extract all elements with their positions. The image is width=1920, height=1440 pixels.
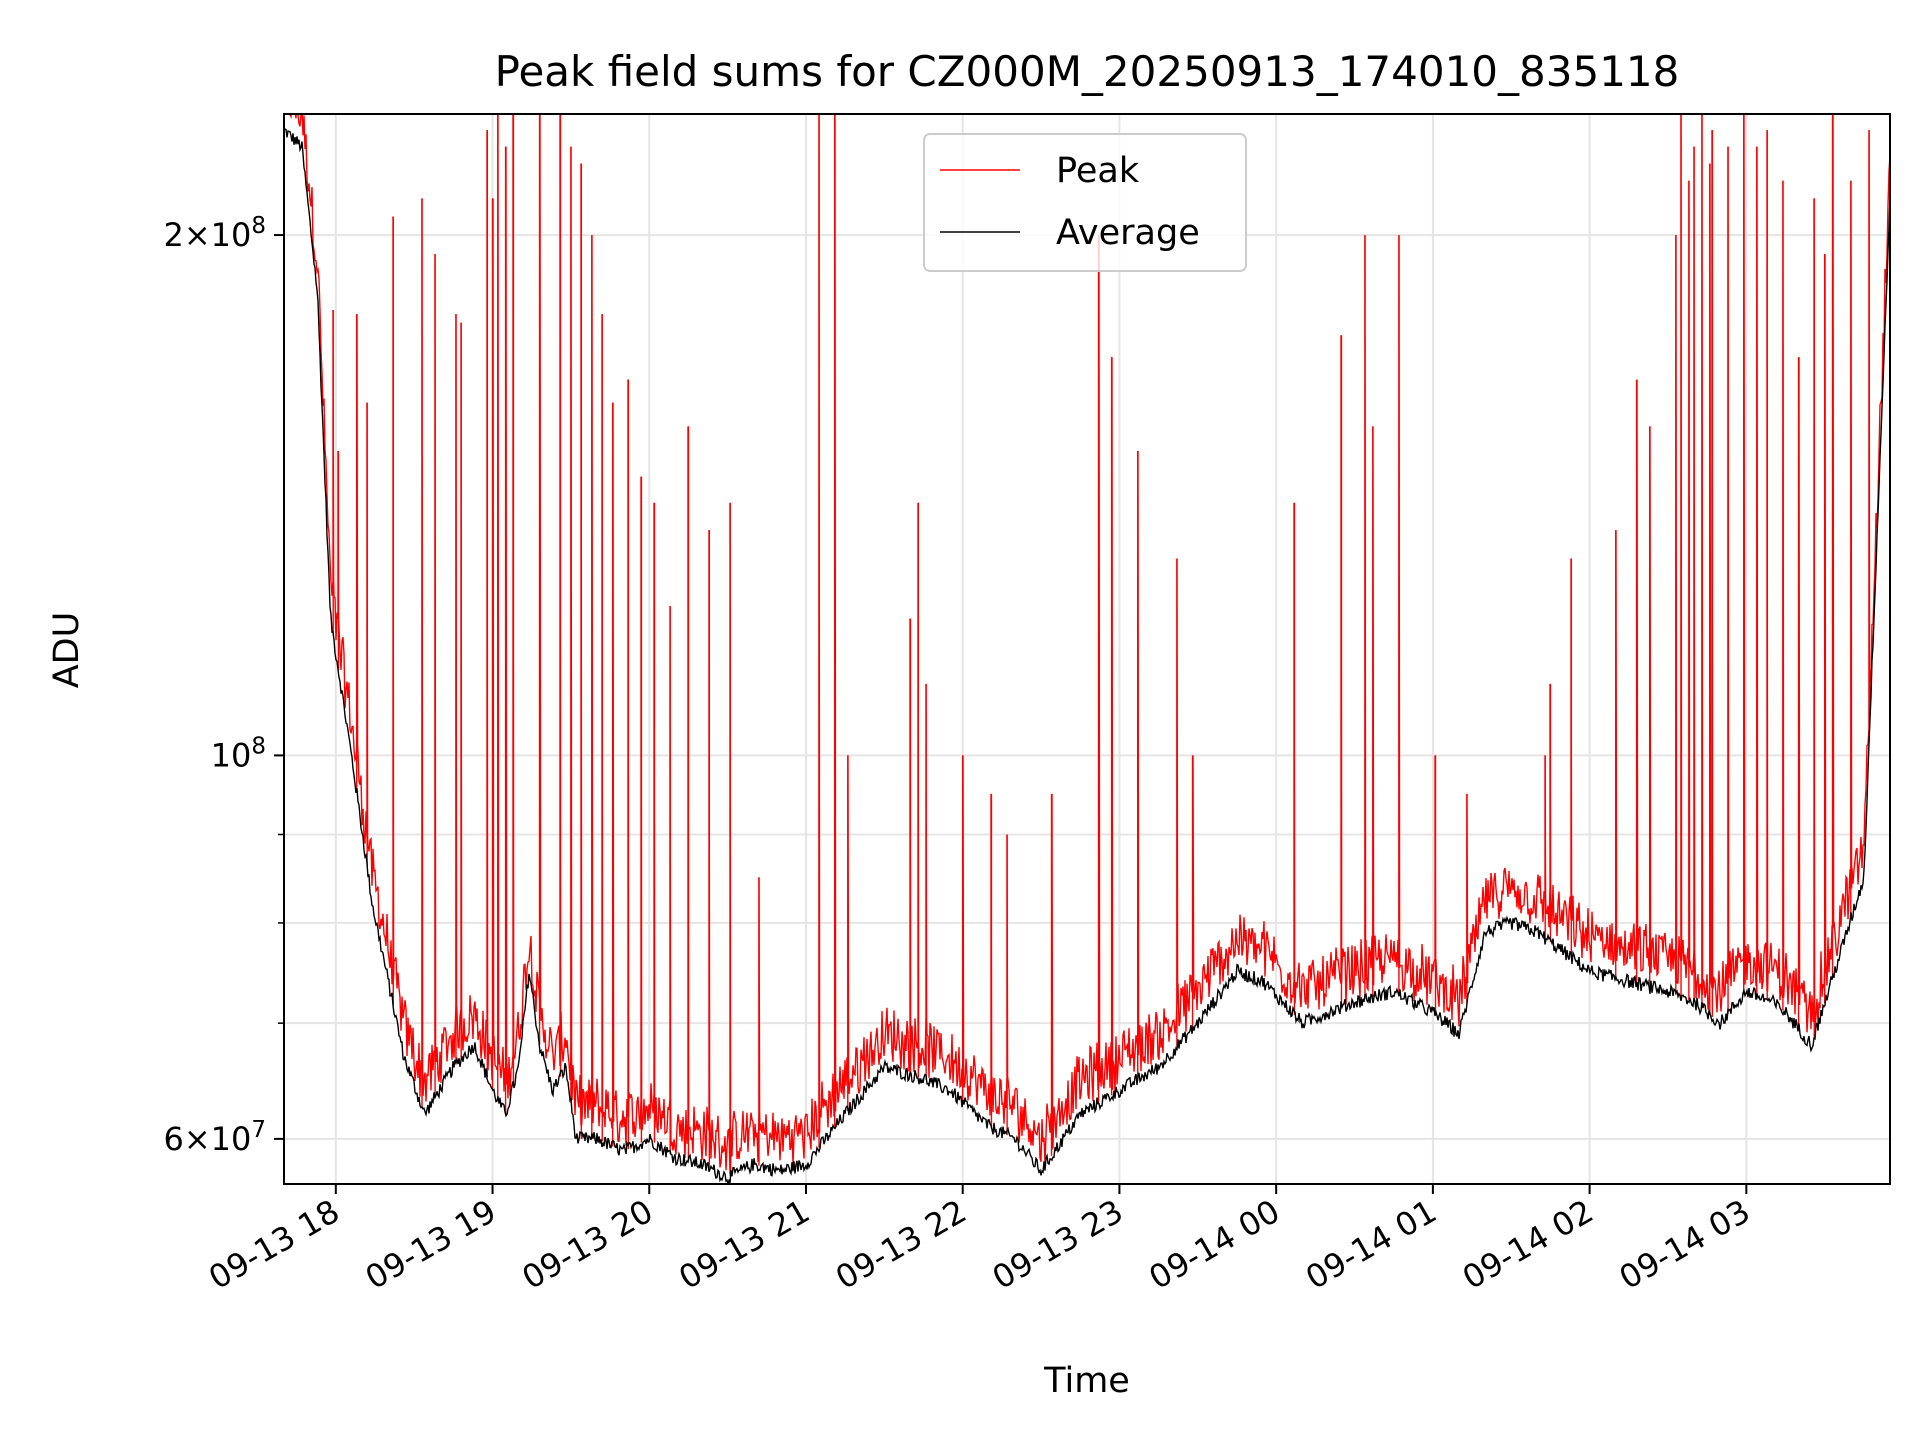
chart-title: Peak field sums for CZ000M_20250913_1740… <box>495 47 1680 96</box>
y-tick-label: 6×107 <box>163 1117 266 1158</box>
y-tick-label: 108 <box>211 733 266 774</box>
plot-frame <box>283 113 1891 1185</box>
y-tick-label: 2×108 <box>163 213 266 254</box>
x-axis-label: Time <box>1043 1361 1130 1401</box>
grid <box>284 114 1890 1184</box>
legend-box <box>923 133 1247 272</box>
legend: Peak Average <box>923 133 1247 272</box>
legend-label-average: Average <box>1056 213 1200 253</box>
legend-label-peak: Peak <box>1056 151 1140 191</box>
series-average-line <box>284 127 1890 1184</box>
y-axis: 6×107 108 2×108 <box>163 213 284 1158</box>
y-axis-label: ADU <box>47 612 87 689</box>
plot-area <box>284 114 1890 1184</box>
